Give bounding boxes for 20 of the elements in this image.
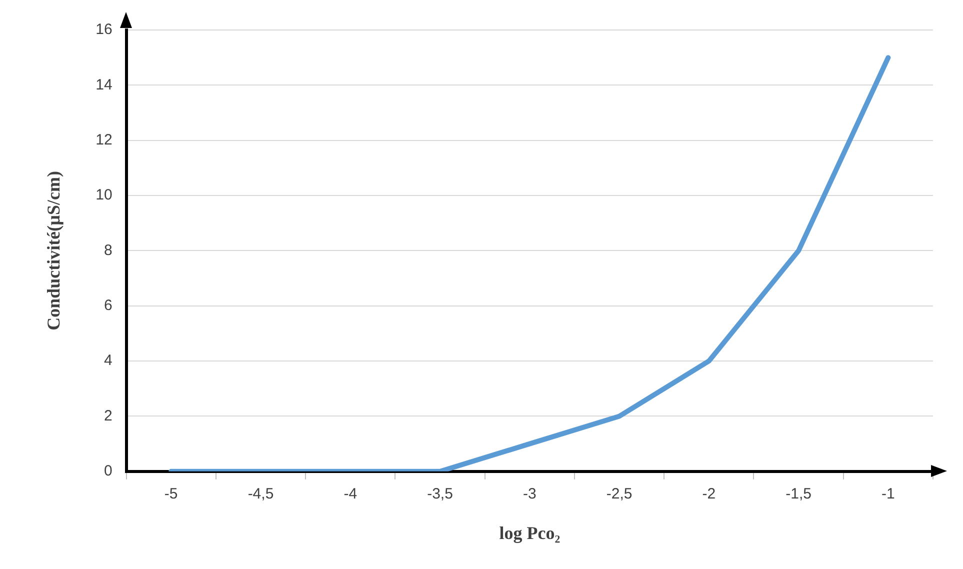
x-tick-label: -2,5 xyxy=(606,486,632,503)
y-tick-label: 0 xyxy=(104,462,112,480)
x-tick-label: -1 xyxy=(882,486,895,503)
y-tick-label: 14 xyxy=(96,76,112,94)
y-tick-label: 2 xyxy=(104,407,112,424)
x-tick-label: -1,5 xyxy=(786,486,812,503)
x-tick-label: -3 xyxy=(522,486,536,503)
y-tick-label: 10 xyxy=(96,186,112,204)
y-tick-label: 8 xyxy=(104,242,112,259)
x-tick-label: -4 xyxy=(344,486,358,503)
y-tick-label: 12 xyxy=(96,131,112,148)
y-tick-label: 16 xyxy=(96,21,112,38)
x-tick-label: -2 xyxy=(702,486,716,503)
x-tick-label: -4,5 xyxy=(248,486,274,503)
y-axis-title: Conductivité(µS/cm) xyxy=(43,171,64,330)
x-axis-title: log Pco₂ xyxy=(499,522,560,543)
x-tick-label: -5 xyxy=(164,486,178,503)
y-tick-label: 6 xyxy=(104,297,112,314)
x-tick-label: -3,5 xyxy=(427,486,453,503)
y-tick-label: 4 xyxy=(104,352,112,370)
